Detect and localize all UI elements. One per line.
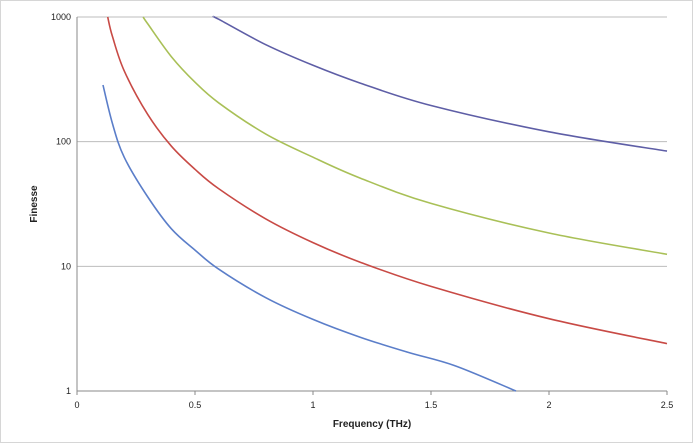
tick-labels: 1 10 100 1000 0 0.5 1 1.5 2 2.5 — [51, 12, 673, 410]
x-tick-label: 2.5 — [661, 400, 674, 410]
series-line-4 — [212, 15, 668, 152]
series-line-2 — [106, 16, 668, 345]
series-group — [102, 15, 668, 392]
y-tick-label: 1000 — [51, 12, 71, 22]
axes — [76, 17, 668, 395]
y-tick-label: 10 — [61, 261, 71, 271]
grid-lines — [77, 16, 667, 267]
x-tick-label: 2 — [546, 400, 551, 410]
x-tick-label: 1.5 — [425, 400, 438, 410]
x-axis-title: Frequency (THz) — [333, 419, 411, 430]
x-tick-label: 0.5 — [189, 400, 202, 410]
x-tick-label: 0 — [74, 400, 79, 410]
series-line-1 — [102, 84, 517, 392]
y-axis-title: Finesse — [29, 185, 40, 223]
x-tick-label: 1 — [310, 400, 315, 410]
y-tick-label: 100 — [56, 137, 71, 147]
series-line-3 — [142, 16, 668, 256]
y-tick-label: 1 — [66, 386, 71, 396]
